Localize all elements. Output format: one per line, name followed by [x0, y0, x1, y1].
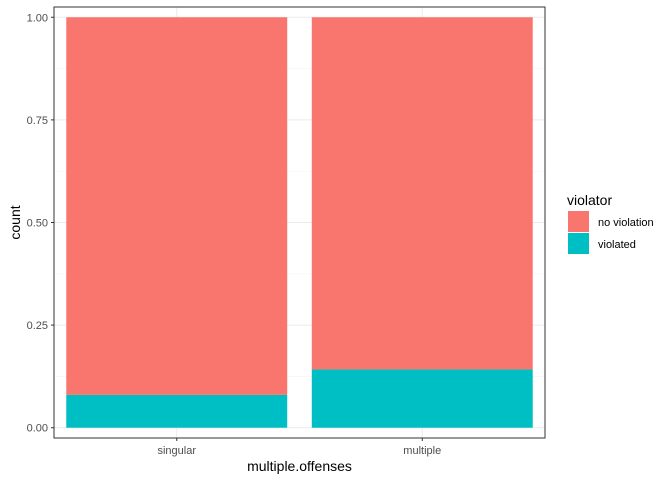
bar-violated-multiple	[311, 369, 533, 428]
bar-violated-singular	[66, 394, 288, 428]
x-tick-label: singular	[157, 445, 196, 457]
y-tick-label: 0.00	[27, 423, 48, 435]
legend: violator no violation violated	[567, 192, 654, 254]
legend-label-violated: violated	[598, 239, 636, 251]
y-tick-label: 0.50	[27, 218, 48, 230]
legend-label-no-violation: no violation	[598, 217, 654, 229]
bar-no-violation-multiple	[311, 17, 533, 370]
x-axis-title: multiple.offenses	[247, 458, 352, 474]
y-tick-label: 0.25	[27, 320, 48, 332]
bars	[66, 17, 533, 428]
legend-key-violated	[568, 233, 589, 254]
x-tick-label: multiple	[403, 445, 441, 457]
legend-title: violator	[567, 192, 612, 208]
legend-key-no-violation	[568, 211, 589, 232]
y-tick-label: 0.75	[27, 115, 48, 127]
y-tick-label: 1.00	[27, 12, 48, 24]
bar-no-violation-singular	[66, 17, 288, 395]
y-axis-ticks: 0.00 0.25 0.50 0.75 1.00	[27, 12, 54, 435]
x-axis-ticks: singular multiple	[157, 438, 441, 457]
y-axis-title: count	[7, 205, 23, 239]
